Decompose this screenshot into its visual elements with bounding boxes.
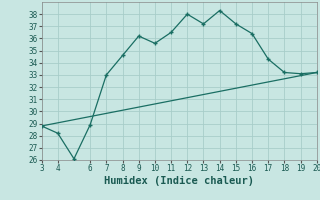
X-axis label: Humidex (Indice chaleur): Humidex (Indice chaleur)	[104, 176, 254, 186]
